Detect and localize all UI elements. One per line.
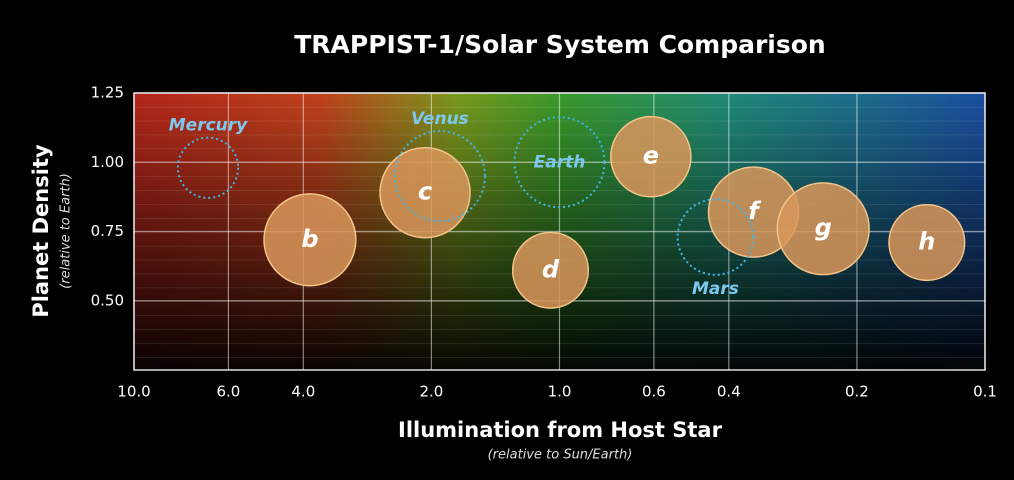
x-tick-label: 4.0 [291,383,315,401]
y-tick-label: 0.50 [91,291,124,309]
x-axis-subtitle: (relative to Sun/Earth) [488,448,633,463]
x-tick-label: 0.1 [973,383,997,401]
solar-planet-bubble [676,198,755,276]
x-tick-label: 2.0 [419,383,443,401]
y-tick-label: 1.25 [91,84,124,102]
point-label: e [643,142,659,170]
planet-bubble [511,231,590,309]
x-tick-label: 10.0 [117,383,150,401]
point-label: Mars [692,279,739,299]
x-axis-title: Illumination from Host Star [398,418,723,442]
point-label: c [418,178,432,206]
point-label: b [301,225,318,253]
y-tick-label: 0.75 [91,222,124,240]
point-label: Earth [534,152,586,172]
point-label: g [815,214,832,242]
point-label: d [542,255,560,283]
planet-bubble [888,204,966,282]
x-tick-label: 1.0 [548,383,572,401]
x-tick-label: 0.2 [845,383,869,401]
point-label: h [918,228,935,256]
chart-title: TRAPPIST-1/Solar System Comparison [294,30,825,59]
point-label: Venus [411,109,469,129]
planet-bubble [263,193,357,287]
planet-bubble [610,115,692,198]
x-tick-label: 6.0 [216,383,240,401]
y-tick-label: 1.00 [91,153,124,171]
solar-planet-bubble [176,136,240,199]
solar-planet-bubble [393,130,486,223]
y-axis-subtitle: (relative to Earth) [59,173,74,289]
solar-planet-bubble [513,116,606,209]
point-label: f [748,197,761,225]
planet-bubble [776,182,870,276]
planet-bubble [379,146,471,239]
y-axis-title: Planet Density [29,144,53,318]
x-tick-label: 0.4 [717,383,741,401]
point-label: Mercury [169,116,248,136]
x-tick-label: 0.6 [642,383,666,401]
